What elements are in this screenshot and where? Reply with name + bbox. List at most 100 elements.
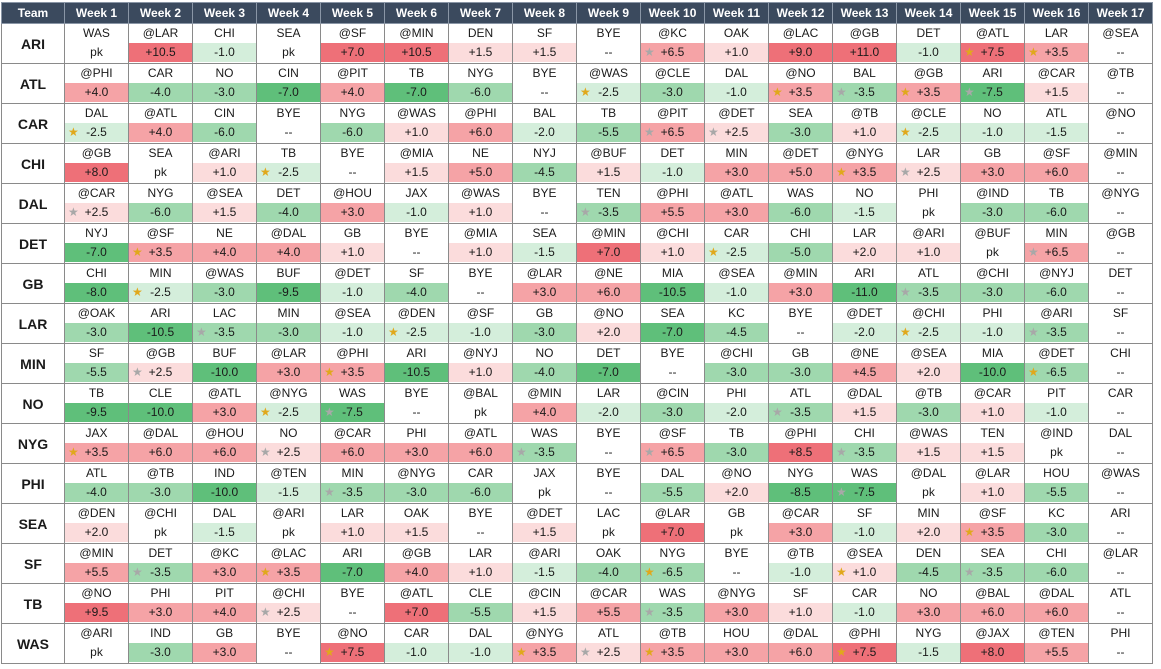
opponent-label: TB [1025, 184, 1088, 203]
opponent-label: @NYG [257, 384, 320, 403]
spread-value: -6.0 [1025, 563, 1088, 582]
spread-text: -1.5 [534, 245, 555, 259]
opponent-label: CHI [769, 224, 832, 243]
opponent-label: KC [705, 304, 768, 323]
spread-value: -1.5 [193, 523, 256, 542]
spread-text: pk [154, 165, 167, 179]
matchup-cell: @SEA +1.5 [192, 183, 257, 224]
opponent-label: @IND [961, 184, 1024, 203]
team-name: DET [1, 223, 65, 264]
spread-text: -7.5 [854, 485, 875, 499]
spread-text: -1.0 [726, 285, 747, 299]
matchup-cell: TB ★ -2.5 [256, 143, 321, 184]
matchup-cell: NO -1.5 [832, 183, 897, 224]
spread-text: -6.5 [1046, 365, 1067, 379]
matchup-cell: @ARI ★ -3.5 [1024, 303, 1089, 344]
spread-text: -2.5 [406, 325, 427, 339]
opponent-label: @MIN [513, 384, 576, 403]
spread-value: ★ +6.5 [641, 123, 704, 142]
opponent-label: @NO [65, 584, 128, 603]
spread-text: -8.5 [790, 485, 811, 499]
spread-value: -3.0 [641, 83, 704, 102]
spread-value: -- [257, 123, 320, 142]
spread-text: +6.5 [660, 445, 685, 459]
opponent-label: @LAR [961, 464, 1024, 483]
spread-value: -- [1089, 323, 1152, 342]
matchup-cell: NO +3.0 [896, 583, 961, 624]
spread-value: -6.0 [321, 123, 384, 142]
spread-value: ★ -2.5 [65, 123, 128, 142]
matchup-cell: DAL -- [1088, 423, 1153, 464]
matchup-cell: @IND pk [1024, 423, 1089, 464]
matchup-cell: @CAR +5.5 [576, 583, 641, 624]
spread-text: -3.0 [982, 205, 1003, 219]
spread-value: ★ +3.5 [257, 563, 320, 582]
spread-value: ★ +7.5 [833, 643, 896, 662]
spread-text: -3.0 [726, 445, 747, 459]
matchup-cell: SEA -7.0 [640, 303, 705, 344]
matchup-cell: CAR ★ -2.5 [704, 223, 769, 264]
spread-text: +1.5 [596, 165, 621, 179]
matchup-cell: @NYG +3.0 [704, 583, 769, 624]
team-name: LAR [1, 303, 65, 344]
opponent-label: SF [1089, 304, 1152, 323]
opponent-label: @ARI [1025, 304, 1088, 323]
spread-value: +1.0 [961, 483, 1024, 502]
silver-star-icon: ★ [708, 125, 719, 139]
opponent-label: @DAL [769, 624, 832, 643]
spread-text: -2.5 [918, 325, 939, 339]
opponent-label: @HOU [193, 424, 256, 443]
spread-text: -- [1116, 45, 1125, 59]
spread-text: -3.5 [534, 445, 555, 459]
spread-value: -3.0 [769, 123, 832, 142]
matchup-cell: NYG -6.0 [320, 103, 385, 144]
matchup-cell: @NYG ★ +3.5 [512, 623, 577, 664]
spread-value: +3.0 [705, 203, 768, 222]
spread-text: +3.0 [148, 605, 173, 619]
spread-text: +1.5 [404, 525, 429, 539]
opponent-label: @KC [641, 24, 704, 43]
opponent-label: @ATL [193, 384, 256, 403]
spread-value: -4.0 [385, 283, 448, 302]
spread-text: -3.5 [342, 485, 363, 499]
matchup-cell: GB -3.0 [768, 343, 833, 384]
spread-text: -4.5 [726, 325, 747, 339]
matchup-cell: CAR -1.0 [384, 623, 449, 664]
opponent-label: @NYJ [449, 344, 512, 363]
week-header: Week 5 [320, 2, 385, 24]
team-name: MIN [1, 343, 65, 384]
matchup-cell: SEA -1.5 [512, 223, 577, 264]
spread-text: pk [282, 525, 295, 539]
opponent-label: SF [385, 264, 448, 283]
spread-text: -- [1116, 365, 1125, 379]
team-name: SF [1, 543, 65, 584]
spread-value: ★ -3.5 [1025, 323, 1088, 342]
spread-text: -2.5 [150, 285, 171, 299]
matchup-cell: @WAS +1.5 [896, 423, 961, 464]
spread-text: +6.5 [1044, 245, 1069, 259]
opponent-label: CAR [1089, 384, 1152, 403]
spread-value: +4.5 [833, 363, 896, 382]
matchup-cell: DET -7.0 [576, 343, 641, 384]
opponent-label: @ATL [129, 104, 192, 123]
spread-value: +3.0 [129, 603, 192, 622]
matchup-cell: BYE -- [768, 303, 833, 344]
spread-text: -7.0 [406, 85, 427, 99]
opponent-label: NE [193, 224, 256, 243]
spread-value: -- [1089, 523, 1152, 542]
spread-value: -- [513, 83, 576, 102]
spread-text: -- [732, 565, 741, 579]
spread-value: ★ -2.5 [257, 163, 320, 182]
spread-value: ★ -3.5 [193, 323, 256, 342]
matchup-cell: @ARI pk [256, 503, 321, 544]
spread-text: +1.0 [724, 45, 749, 59]
matchup-cell: @SEA -- [1088, 23, 1153, 64]
spread-text: +3.0 [724, 165, 749, 179]
matchup-cell: @NYG -3.0 [384, 463, 449, 504]
matchup-cell: @PHI ★ +3.5 [320, 343, 385, 384]
spread-text: +3.5 [852, 165, 877, 179]
opponent-label: WAS [769, 184, 832, 203]
spread-value: ★ -2.5 [705, 243, 768, 262]
spread-value: pk [129, 523, 192, 542]
spread-text: +4.0 [340, 85, 365, 99]
